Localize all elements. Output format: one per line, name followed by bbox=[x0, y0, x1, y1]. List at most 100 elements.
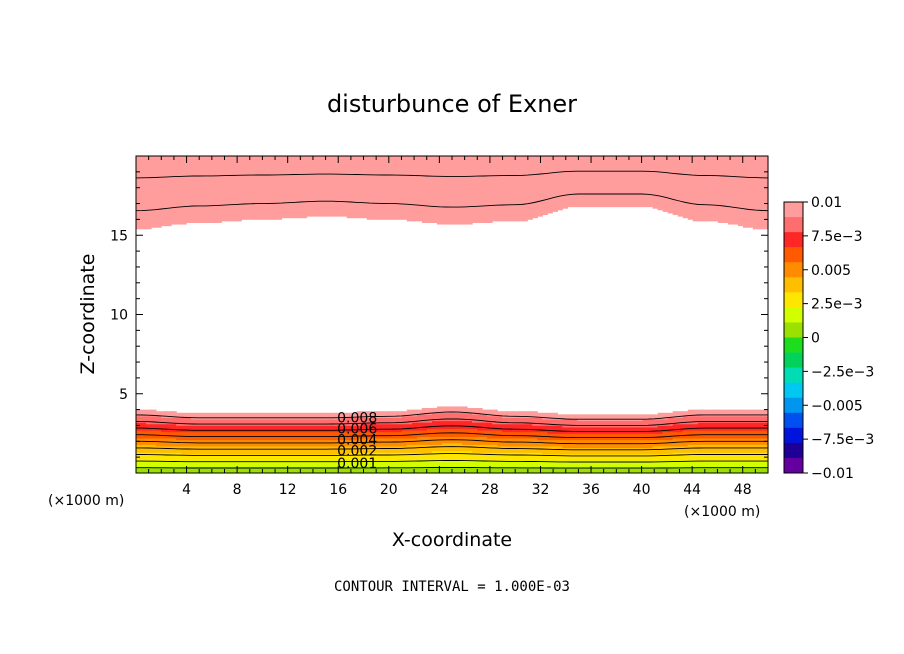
field-cell bbox=[146, 156, 152, 230]
field-cell bbox=[306, 419, 313, 426]
field-cell bbox=[251, 156, 257, 220]
field-cell bbox=[151, 460, 157, 468]
field-cell bbox=[411, 156, 418, 222]
x-tick-label: 8 bbox=[233, 482, 242, 498]
field-cell bbox=[562, 427, 568, 434]
field-cell bbox=[316, 431, 323, 441]
field-cell bbox=[436, 458, 443, 468]
field-cell bbox=[401, 452, 408, 461]
field-cell bbox=[401, 430, 408, 439]
field-cell bbox=[311, 460, 318, 468]
field-cell bbox=[191, 156, 197, 223]
field-cell bbox=[281, 419, 288, 426]
field-cell bbox=[316, 466, 323, 474]
field-cell bbox=[667, 412, 674, 418]
field-cell bbox=[416, 409, 423, 415]
field-cell bbox=[647, 447, 654, 455]
field-cell bbox=[582, 453, 589, 461]
field-cell bbox=[562, 419, 568, 428]
field-cell bbox=[712, 466, 719, 474]
field-cell bbox=[457, 406, 463, 414]
field-cell bbox=[276, 412, 283, 420]
field-cell bbox=[361, 156, 368, 219]
field-cell bbox=[627, 460, 634, 468]
field-cell bbox=[286, 419, 293, 426]
field-cell bbox=[296, 466, 303, 474]
field-cell bbox=[452, 458, 458, 468]
field-cell bbox=[592, 466, 599, 474]
field-cell bbox=[356, 417, 363, 426]
field-cell bbox=[717, 156, 724, 223]
field-cell bbox=[532, 460, 538, 468]
field-cell bbox=[441, 156, 448, 225]
field-cell bbox=[151, 466, 157, 474]
field-cell bbox=[467, 412, 473, 422]
field-cell bbox=[637, 433, 644, 441]
field-cell bbox=[707, 466, 714, 474]
field-cell bbox=[612, 414, 619, 422]
field-cell bbox=[346, 156, 353, 219]
field-cell bbox=[431, 466, 438, 474]
field-cell bbox=[642, 427, 649, 434]
field-cell bbox=[241, 425, 247, 433]
field-cell bbox=[482, 414, 488, 423]
field-cell bbox=[747, 444, 754, 453]
field-cell bbox=[326, 425, 333, 433]
field-cell bbox=[592, 453, 599, 461]
field-cell bbox=[657, 412, 664, 420]
field-cell bbox=[266, 412, 273, 420]
field-cell bbox=[597, 427, 604, 434]
field-cell bbox=[181, 446, 187, 455]
field-cell bbox=[431, 444, 438, 452]
field-cell bbox=[226, 453, 232, 461]
field-cell bbox=[406, 415, 413, 425]
field-cell bbox=[577, 427, 584, 434]
field-cell bbox=[647, 460, 654, 468]
field-cell bbox=[732, 444, 739, 453]
field-cell bbox=[667, 466, 674, 474]
field-cell bbox=[507, 466, 513, 474]
field-cell bbox=[697, 444, 704, 453]
field-cell bbox=[562, 447, 568, 455]
field-cell bbox=[391, 156, 398, 220]
field-cell bbox=[492, 423, 498, 431]
field-cell bbox=[231, 431, 237, 441]
field-cell bbox=[416, 444, 423, 453]
field-cell bbox=[181, 412, 187, 418]
field-cell bbox=[647, 419, 654, 428]
field-cell bbox=[662, 453, 669, 461]
field-cell bbox=[542, 412, 548, 420]
field-cell bbox=[271, 412, 278, 420]
field-cell bbox=[597, 414, 604, 422]
field-cell bbox=[542, 431, 548, 441]
field-cell bbox=[497, 430, 503, 439]
field-cell bbox=[356, 411, 363, 418]
field-cell bbox=[231, 466, 237, 474]
field-cell bbox=[602, 460, 609, 468]
field-cell bbox=[492, 415, 498, 425]
colorbar-swatch bbox=[784, 307, 803, 323]
field-cell bbox=[171, 431, 177, 439]
field-cell bbox=[376, 446, 383, 453]
x-tick-label: 24 bbox=[430, 482, 448, 498]
field-cell bbox=[517, 423, 523, 433]
field-cell bbox=[542, 466, 548, 474]
field-cell bbox=[346, 425, 353, 433]
field-cell bbox=[477, 444, 483, 453]
field-cell bbox=[687, 430, 694, 439]
field-cell bbox=[351, 446, 358, 453]
field-cell bbox=[381, 423, 388, 433]
field-cell bbox=[236, 446, 242, 455]
field-cell bbox=[376, 423, 383, 433]
field-cell bbox=[602, 447, 609, 455]
field-cell bbox=[211, 156, 217, 223]
field-cell bbox=[196, 446, 202, 455]
field-cell bbox=[527, 156, 533, 220]
field-cell bbox=[527, 411, 533, 418]
contour-label: 0.004 bbox=[337, 433, 377, 449]
field-cell bbox=[241, 446, 247, 455]
field-cell bbox=[161, 460, 167, 468]
field-cell bbox=[266, 431, 273, 441]
field-cell bbox=[426, 414, 433, 423]
field-cell bbox=[632, 447, 639, 455]
